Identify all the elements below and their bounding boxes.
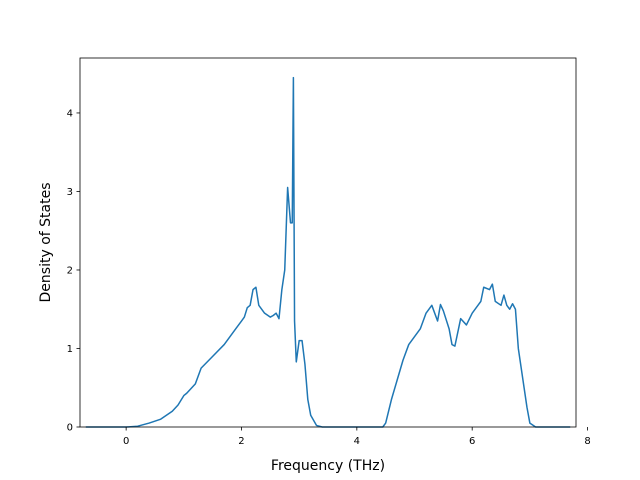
y-tick-label: 4 bbox=[67, 108, 73, 119]
x-axis-label: Frequency (THz) bbox=[271, 458, 385, 474]
x-tick-label: 8 bbox=[584, 436, 590, 447]
plot-area bbox=[79, 57, 577, 428]
y-tick-label: 3 bbox=[67, 187, 73, 198]
x-tick-label: 2 bbox=[238, 436, 244, 447]
axes-frame bbox=[79, 57, 577, 428]
y-axis-ticks: 0 1 2 3 4 bbox=[67, 108, 80, 434]
y-axis-label: Density of States bbox=[38, 183, 54, 303]
y-tick-label: 0 bbox=[67, 423, 73, 434]
x-axis-ticks: 0 2 4 6 8 bbox=[123, 427, 591, 447]
x-tick-label: 0 bbox=[123, 436, 129, 447]
y-tick-label: 2 bbox=[67, 265, 73, 276]
x-tick-label: 6 bbox=[469, 436, 475, 447]
dos-series-line bbox=[85, 76, 571, 428]
x-tick-label: 4 bbox=[354, 436, 360, 447]
y-tick-label: 1 bbox=[67, 344, 73, 355]
